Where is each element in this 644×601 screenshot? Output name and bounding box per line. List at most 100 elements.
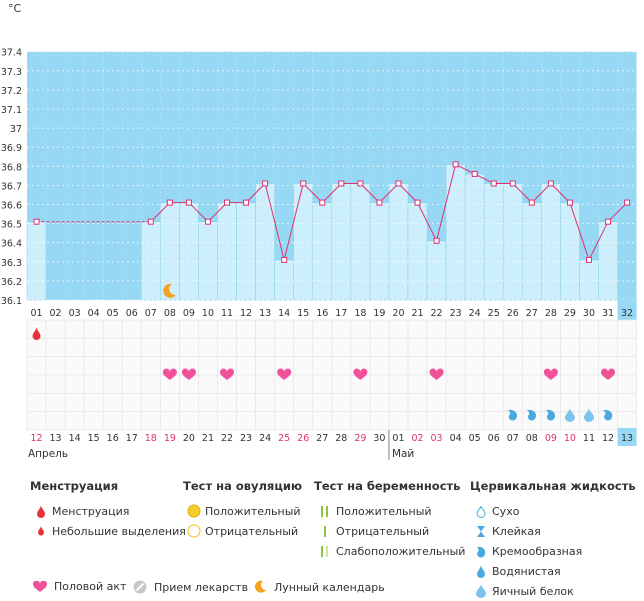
temperature-bar (483, 183, 504, 301)
temperature-point (624, 199, 631, 206)
temperature-line-segment (607, 202, 628, 223)
egg-white-fluid-icon (583, 408, 594, 422)
temperature-point (243, 199, 250, 206)
y-tick-label: 37 (10, 124, 22, 135)
legend-ovulation: Тест на овуляцию Положительный Отрицател… (183, 479, 302, 541)
day-label: 04 (88, 308, 100, 319)
temperature-point (204, 218, 211, 225)
legend-label: Слабоположительный (336, 544, 466, 558)
temperature-line-segment (531, 183, 552, 203)
legend-menstruation: Менструация Менструация Небольшие выделе… (30, 479, 186, 541)
month-label: Май (392, 448, 414, 460)
temperature-bar (388, 183, 409, 301)
day-label: 15 (297, 308, 309, 319)
legend-label: Отрицательный (336, 524, 430, 538)
temperature-line-segment (283, 183, 304, 261)
date-label: 29 (354, 433, 366, 444)
legend-pregnancy-title: Тест на беременность (314, 479, 461, 493)
intercourse-heart (429, 368, 444, 380)
intercourse-heart (181, 368, 196, 380)
y-tick-label: 36.3 (1, 258, 22, 269)
temperature-point (185, 199, 192, 206)
temperature-point (319, 199, 326, 206)
legend-label: Менструация (52, 504, 130, 518)
legend-menstruation-title: Менструация (30, 479, 119, 493)
temperature-bar (255, 183, 275, 301)
date-label: 08 (526, 433, 538, 444)
temperature-point (585, 256, 592, 263)
pill-icon (130, 580, 150, 594)
day-label: 31 (602, 308, 614, 319)
temperature-bar (407, 202, 428, 301)
legend-label: Яичный белок (492, 584, 574, 598)
creamy-fluid-icon (603, 409, 613, 421)
one-line-icon (314, 525, 336, 538)
legend-ovulation-positive: Положительный (183, 501, 302, 521)
sticky-icon (470, 525, 492, 538)
date-label: 23 (240, 433, 252, 444)
two-lines-icon (314, 505, 336, 518)
day-label: 25 (488, 308, 500, 319)
intercourse-heart (162, 368, 177, 380)
temperature-point (605, 218, 612, 225)
day-label: 19 (373, 308, 385, 319)
day-label: 21 (411, 308, 423, 319)
y-tick-label: 37.4 (1, 48, 22, 59)
circle-filled-icon (183, 504, 205, 518)
temperature-bar (445, 164, 466, 301)
day-label: 02 (50, 308, 62, 319)
temperature-bar (217, 202, 237, 301)
temperature-line-segment (569, 202, 590, 261)
legend-pregnancy-positive: Положительный (314, 501, 465, 521)
date-label: 09 (545, 433, 557, 444)
temperature-point (376, 199, 383, 206)
circle-outline-icon (183, 524, 205, 538)
legend-fluid-egg-white: Яичный белок (470, 581, 636, 601)
day-label: 27 (526, 308, 538, 319)
legend-pregnancy-negative: Отрицательный (314, 521, 465, 541)
legend-pregnancy-weak: Слабоположительный (314, 541, 465, 561)
legend-label: Сухо (492, 504, 520, 518)
temperature-bar (198, 221, 218, 301)
y-tick-label: 37.2 (1, 86, 22, 97)
temperature-point (395, 180, 402, 187)
legend-medication: Прием лекарств (130, 580, 248, 594)
legend-fluid-creamy: Кремообразная (470, 541, 636, 561)
dry-drop-icon (470, 505, 492, 518)
temperature-bar (331, 183, 352, 301)
temperature-line-segment (302, 183, 323, 203)
temperature-line-segment (512, 183, 533, 203)
temperature-line-segment (398, 183, 418, 203)
day-label: 03 (69, 308, 81, 319)
temperature-bar (426, 240, 447, 301)
legend-cervical-fluid: Цервикальная жидкость Сухо Клейкая Кремо… (470, 479, 636, 601)
date-label: 06 (488, 433, 500, 444)
temperature-point (166, 199, 173, 206)
date-label: 14 (69, 433, 81, 444)
date-label: 18 (145, 433, 157, 444)
day-label: 28 (545, 308, 557, 319)
temperature-bar (598, 221, 618, 301)
intercourse-heart (353, 368, 368, 380)
temperature-point (566, 199, 573, 206)
date-label: 11 (583, 433, 595, 444)
legend-label: Небольшие выделения (52, 524, 186, 538)
y-unit-label: °C (8, 2, 22, 15)
creamy-drop-icon (470, 545, 492, 558)
heart-icon (30, 580, 50, 593)
temperature-point (414, 199, 421, 206)
temperature-bar (141, 221, 161, 301)
day-label: 10 (202, 308, 214, 319)
date-label: 16 (107, 433, 119, 444)
creamy-fluid-icon (507, 409, 517, 421)
day-label: 14 (278, 308, 290, 319)
y-tick-label: 36.8 (1, 162, 22, 173)
creamy-fluid-icon (526, 409, 537, 421)
y-tick-label: 36.9 (1, 143, 22, 154)
temperature-line-segment (150, 202, 171, 223)
day-label: 13 (259, 308, 271, 319)
temperature-line-segment (264, 183, 285, 261)
y-tick-label: 37.3 (1, 67, 22, 78)
temperature-point (433, 237, 440, 244)
legend-label: Лунный календарь (274, 580, 385, 594)
